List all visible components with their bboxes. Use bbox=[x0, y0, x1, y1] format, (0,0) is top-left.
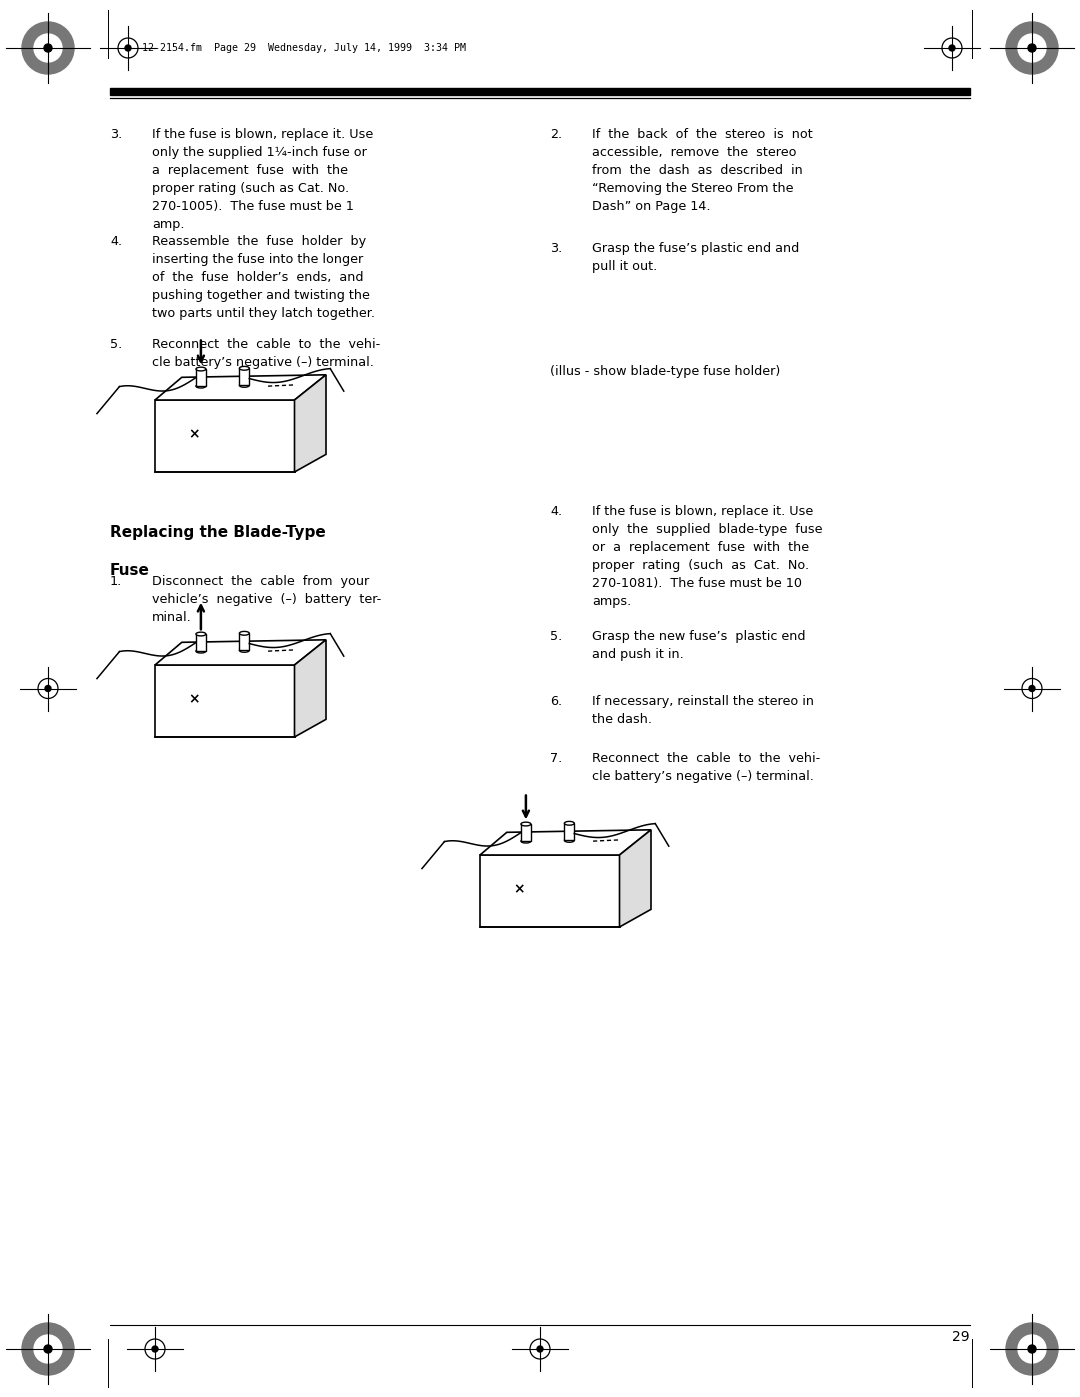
Text: 2.: 2. bbox=[550, 129, 562, 141]
Bar bbox=[110, 88, 970, 95]
Circle shape bbox=[1005, 22, 1058, 74]
Polygon shape bbox=[195, 369, 206, 386]
Circle shape bbox=[45, 686, 51, 692]
Circle shape bbox=[1029, 686, 1035, 692]
Polygon shape bbox=[240, 369, 249, 386]
Ellipse shape bbox=[195, 650, 206, 652]
Ellipse shape bbox=[565, 838, 575, 842]
Circle shape bbox=[152, 1345, 158, 1352]
Ellipse shape bbox=[240, 648, 249, 652]
Circle shape bbox=[125, 45, 131, 52]
Circle shape bbox=[1028, 1345, 1036, 1354]
Text: 4.: 4. bbox=[110, 235, 122, 249]
Text: If necessary, reinstall the stereo in
the dash.: If necessary, reinstall the stereo in th… bbox=[592, 694, 814, 726]
Text: Reconnect  the  cable  to  the  vehi-
cle battery’s negative (–) terminal.: Reconnect the cable to the vehi- cle bat… bbox=[152, 338, 380, 369]
Polygon shape bbox=[240, 633, 249, 651]
Text: If the fuse is blown, replace it. Use
only the supplied 1¼-inch fuse or
a  repla: If the fuse is blown, replace it. Use on… bbox=[152, 129, 374, 231]
Circle shape bbox=[33, 1336, 62, 1363]
Ellipse shape bbox=[240, 384, 249, 387]
Text: ×: × bbox=[188, 427, 200, 441]
Circle shape bbox=[1018, 34, 1047, 61]
Text: Replacing the Blade-Type: Replacing the Blade-Type bbox=[110, 525, 326, 541]
Text: 4.: 4. bbox=[550, 504, 562, 518]
Circle shape bbox=[44, 1345, 52, 1354]
Circle shape bbox=[1018, 1336, 1047, 1363]
Text: 6.: 6. bbox=[550, 694, 562, 708]
Polygon shape bbox=[295, 374, 326, 472]
Ellipse shape bbox=[195, 384, 206, 388]
Ellipse shape bbox=[240, 631, 249, 636]
Circle shape bbox=[22, 1323, 75, 1375]
Text: 1.: 1. bbox=[110, 576, 122, 588]
Circle shape bbox=[22, 22, 75, 74]
Text: 7.: 7. bbox=[550, 752, 563, 766]
Ellipse shape bbox=[195, 633, 206, 636]
Text: Disconnect  the  cable  from  your
vehicle’s  negative  (–)  battery  ter-
minal: Disconnect the cable from your vehicle’s… bbox=[152, 576, 381, 624]
Text: 3.: 3. bbox=[110, 129, 122, 141]
Text: Grasp the new fuse’s  plastic end
and push it in.: Grasp the new fuse’s plastic end and pus… bbox=[592, 630, 806, 661]
Text: ×: × bbox=[188, 693, 200, 707]
Polygon shape bbox=[565, 823, 575, 841]
Text: If  the  back  of  the  stereo  is  not
accessible,  remove  the  stereo
from  t: If the back of the stereo is not accessi… bbox=[592, 129, 813, 212]
Circle shape bbox=[1005, 1323, 1058, 1375]
Text: Reassemble  the  fuse  holder  by
inserting the fuse into the longer
of  the  fu: Reassemble the fuse holder by inserting … bbox=[152, 235, 375, 320]
Text: 29: 29 bbox=[953, 1330, 970, 1344]
Ellipse shape bbox=[521, 840, 531, 842]
Polygon shape bbox=[156, 400, 295, 472]
Text: Reconnect  the  cable  to  the  vehi-
cle battery’s negative (–) terminal.: Reconnect the cable to the vehi- cle bat… bbox=[592, 752, 820, 782]
Circle shape bbox=[949, 45, 955, 52]
Text: 12-2154.fm  Page 29  Wednesday, July 14, 1999  3:34 PM: 12-2154.fm Page 29 Wednesday, July 14, 1… bbox=[141, 43, 465, 53]
Polygon shape bbox=[480, 830, 651, 855]
Text: Grasp the fuse’s plastic end and
pull it out.: Grasp the fuse’s plastic end and pull it… bbox=[592, 242, 799, 272]
Text: 3.: 3. bbox=[550, 242, 563, 256]
Text: If the fuse is blown, replace it. Use
only  the  supplied  blade-type  fuse
or  : If the fuse is blown, replace it. Use on… bbox=[592, 504, 823, 608]
Circle shape bbox=[537, 1345, 543, 1352]
Ellipse shape bbox=[195, 367, 206, 372]
Text: 5.: 5. bbox=[110, 338, 122, 351]
Text: 5.: 5. bbox=[550, 630, 563, 643]
Ellipse shape bbox=[521, 823, 531, 826]
Polygon shape bbox=[295, 640, 326, 738]
Polygon shape bbox=[480, 855, 620, 928]
Polygon shape bbox=[521, 824, 531, 841]
Polygon shape bbox=[156, 665, 295, 738]
Circle shape bbox=[1028, 43, 1036, 52]
Circle shape bbox=[33, 34, 62, 61]
Polygon shape bbox=[156, 640, 326, 665]
Text: (illus - show blade-type fuse holder): (illus - show blade-type fuse holder) bbox=[550, 365, 780, 379]
Polygon shape bbox=[156, 374, 326, 400]
Polygon shape bbox=[195, 634, 206, 651]
Ellipse shape bbox=[240, 366, 249, 370]
Circle shape bbox=[44, 43, 52, 52]
Text: Fuse: Fuse bbox=[110, 563, 150, 578]
Ellipse shape bbox=[565, 821, 575, 826]
Text: ×: × bbox=[513, 883, 525, 897]
Polygon shape bbox=[620, 830, 651, 928]
